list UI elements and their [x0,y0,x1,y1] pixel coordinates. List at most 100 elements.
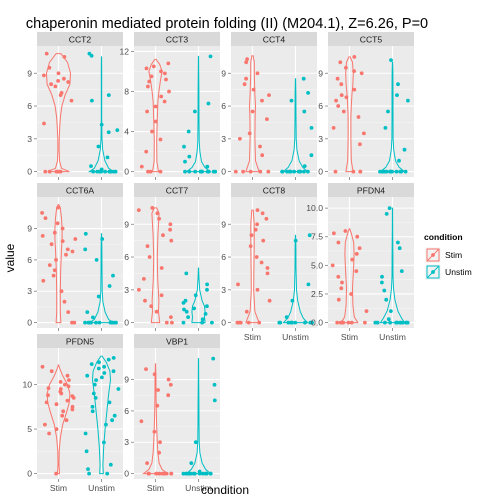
facet-strip [328,183,414,197]
data-point [208,54,213,59]
data-point [61,409,66,414]
data-point [187,154,192,159]
facet-strip [328,32,414,46]
y-tick-label: 0 [124,318,129,328]
data-point [250,109,255,114]
data-point [108,462,113,467]
y-tick-label: 3 [221,134,226,144]
data-point [58,387,63,391]
y-tick-label: 8 [124,86,129,96]
y-tick-label: 4 [124,127,129,137]
data-point [60,239,65,244]
data-point [83,431,88,436]
data-point [168,227,173,232]
facet-strip [37,32,123,46]
violin-stim [345,56,354,173]
data-point [150,206,155,210]
data-point [267,298,272,303]
data-point [99,122,104,127]
y-tick-label: 9 [124,375,129,385]
data-point [307,233,312,238]
legend-entries: Stim Unstim [424,246,472,281]
data-point [350,257,355,262]
data-point [87,51,92,56]
y-tick-label: 0 [221,318,226,328]
data-point [277,320,282,325]
data-point [333,169,338,174]
data-point [212,398,217,403]
data-point [92,382,97,387]
data-point [42,73,46,78]
data-point [156,388,161,392]
data-point [147,255,152,259]
data-point [244,76,249,81]
data-point [168,222,173,227]
data-point [54,402,59,407]
data-point [293,320,298,325]
data-point [200,320,205,325]
data-point [193,109,197,114]
facet-label: CCT7 [166,186,189,196]
data-point [404,320,408,325]
data-point [83,247,88,252]
data-point [94,258,99,262]
data-point [145,244,150,249]
data-point [86,467,90,471]
data-point [289,98,294,103]
legend-key-violin [426,248,440,262]
violin-unstim [282,78,309,173]
data-point [200,169,205,174]
data-point [164,77,168,82]
y-tick-label: 0 [27,318,32,328]
panel-cct7: CCT70369StimUnstim [124,183,220,342]
data-point [73,237,78,241]
data-point [197,469,202,474]
violin-stim [54,204,63,324]
data-point [145,461,150,465]
data-point [168,382,173,387]
data-point [91,169,96,174]
data-point [102,440,106,445]
y-tick-label: 3 [124,437,129,447]
panel-pfdn4: PFDN4 0.0 2.5 5.0 7.5 10.0 Stim Unstim [306,183,414,342]
data-point [154,471,159,476]
data-point [162,471,167,476]
data-point [47,169,52,174]
data-point [203,312,208,316]
panel-cct8: CCT8 0 3 6 9 Stim Unstim [221,183,317,342]
data-point [200,471,205,476]
data-point [399,169,404,174]
data-point [245,57,250,61]
legend-title: condition [424,232,463,242]
facet-strip [134,32,220,46]
data-point [264,216,269,221]
data-point [286,320,291,325]
data-point [257,320,262,325]
violin-unstim [191,267,206,324]
data-point [70,320,74,325]
data-point [206,101,211,106]
data-point [236,282,240,287]
data-point [402,147,407,152]
data-point [241,169,246,174]
data-point [356,115,361,119]
data-point [166,377,171,382]
legend: condition Stim Unstim [424,232,472,281]
data-point [96,294,101,299]
data-point [53,84,58,89]
data-point [47,65,52,70]
panel-background [134,348,220,479]
data-point [100,375,104,380]
data-point [205,164,210,169]
data-point [49,369,54,374]
data-point [249,233,254,238]
data-point [64,418,69,423]
data-point [89,362,94,366]
data-point [289,320,294,325]
data-point [238,320,243,325]
data-point [106,93,111,97]
data-point [384,297,389,302]
data-point [200,317,205,322]
data-point [380,169,385,174]
data-point [339,320,344,325]
